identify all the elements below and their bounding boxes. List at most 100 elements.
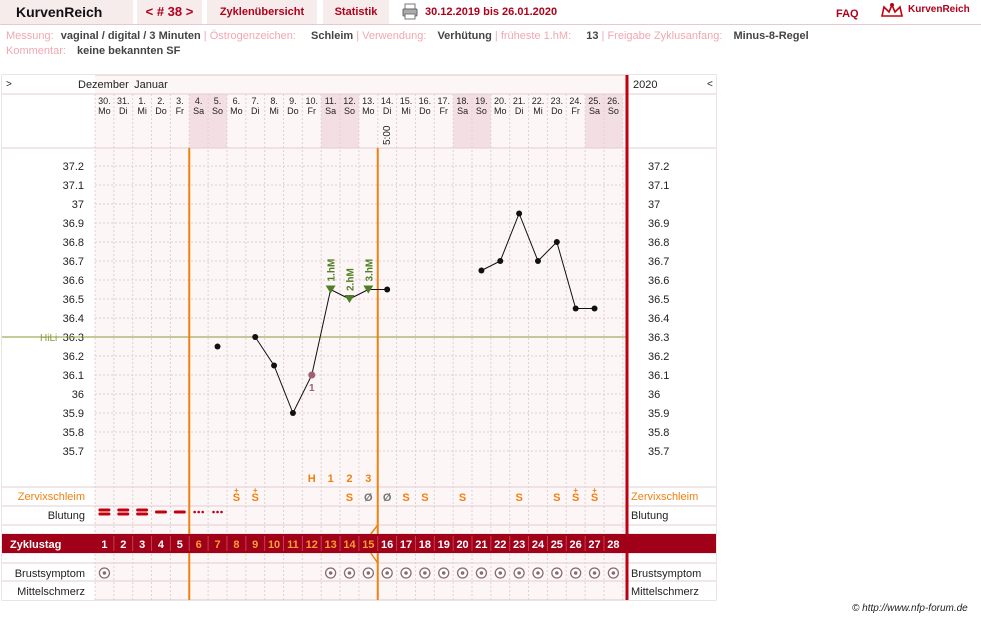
comment-value: keine bekannten SF xyxy=(76,45,181,57)
date-label: 30. xyxy=(98,96,111,106)
y-tick-label-right: 36.3 xyxy=(648,332,669,344)
y-tick-label-right: 36.1 xyxy=(648,370,669,382)
mucus-symbol: S xyxy=(252,492,259,504)
date-label: 8. xyxy=(270,96,278,106)
cycle-day-number: 1 xyxy=(101,539,107,551)
temperature-segment xyxy=(292,374,313,414)
temperature-point xyxy=(384,286,391,293)
temperature-segment xyxy=(481,260,501,271)
date-label: 13. xyxy=(362,96,375,106)
temperature-point xyxy=(534,258,541,264)
breast-symptom-dot xyxy=(404,571,408,575)
breast-symptom-dot xyxy=(611,571,616,575)
date-label: 23. xyxy=(551,96,564,106)
cycle-navigator[interactable]: < # 38 > xyxy=(137,0,202,24)
mucus-peak-label: 2 xyxy=(346,473,352,485)
date-label: 9. xyxy=(289,96,297,106)
mucus-symbol: S xyxy=(421,492,428,504)
y-tick-label-right: 37.2 xyxy=(648,161,669,173)
weekend-shade xyxy=(472,94,491,148)
date-label: 15. xyxy=(400,96,413,106)
cycle-day-label: Zyklustag xyxy=(10,539,61,551)
mucus-symbol: S xyxy=(459,492,466,504)
y-tick-label: 35.7 xyxy=(63,446,84,458)
bleeding-row-label-right: Blutung xyxy=(631,510,668,522)
y-tick-label: 37 xyxy=(72,199,84,211)
crown-icon xyxy=(881,2,903,17)
brand-title[interactable]: KurvenReich xyxy=(0,0,133,24)
weekday-label: Mi xyxy=(137,106,147,116)
temperature-segment xyxy=(556,241,577,309)
weekday-label: So xyxy=(344,106,355,116)
weekend-shade xyxy=(453,94,472,148)
mucus-plus: + xyxy=(234,486,239,495)
breast-symptom-dot xyxy=(555,571,559,575)
tab-cycle-overview[interactable]: Zyklenübersicht xyxy=(207,0,317,24)
breast-symptom-dot xyxy=(573,571,578,575)
cycle-day-number: 10 xyxy=(268,539,280,551)
cycle-day-number: 24 xyxy=(532,539,545,551)
mucus-symbol: S xyxy=(553,492,560,504)
mucus-symbol: Ø xyxy=(364,492,373,504)
printer-icon[interactable] xyxy=(402,3,418,20)
breast-symptom-dot xyxy=(385,571,389,575)
temperature-point xyxy=(252,334,259,340)
weekday-label: Mi xyxy=(401,106,411,116)
bleeding-heavy-mark xyxy=(136,512,149,516)
y-tick-label-right: 37.1 xyxy=(648,180,669,192)
faq-link[interactable]: FAQ xyxy=(836,8,859,20)
high-measurement-marker xyxy=(325,285,336,294)
weekday-label: Di xyxy=(251,106,260,116)
y-tick-label: 36.8 xyxy=(63,237,84,249)
cycle-day-number: 7 xyxy=(214,539,220,551)
usage-label: Verwendung: xyxy=(362,30,427,42)
y-tick-label-right: 36.7 xyxy=(648,256,669,268)
y-tick-label: 36.4 xyxy=(63,313,84,325)
breast-symptom-dot xyxy=(536,571,540,575)
high-measurement-label: 2.hM xyxy=(345,268,356,291)
y-tick-label-right: 37 xyxy=(648,199,660,211)
date-label: 6. xyxy=(233,96,241,106)
date-label: 4. xyxy=(195,96,203,106)
weekday-label: Do xyxy=(551,106,563,116)
mucus-symbol: S xyxy=(515,492,522,504)
cycle-day-number: 12 xyxy=(306,539,318,551)
cycle-day-number: 26 xyxy=(570,539,582,551)
bleeding-light-mark xyxy=(220,510,223,514)
excluded-temp-point xyxy=(308,371,316,379)
date-label: 7. xyxy=(251,96,259,106)
estrogen-value: Schleim xyxy=(311,30,354,42)
weekday-label: Mo xyxy=(494,106,507,116)
y-tick-label: 36.2 xyxy=(63,351,84,363)
weekend-shade xyxy=(340,94,359,148)
temperature-point xyxy=(478,267,485,274)
tab-statistics[interactable]: Statistik xyxy=(323,0,389,24)
temperature-segment xyxy=(273,365,294,414)
mucus-symbol: S xyxy=(233,492,240,504)
weekend-shade xyxy=(208,94,227,148)
cycle-day-number: 11 xyxy=(287,539,299,551)
weekday-label: Mo xyxy=(362,106,375,116)
weekday-label: Sa xyxy=(457,106,468,116)
mucus-plus: + xyxy=(573,486,578,495)
y-tick-label: 36.3 xyxy=(63,332,84,344)
mucus-symbol: Ø xyxy=(383,492,392,504)
breast-symptom-dot xyxy=(366,571,371,575)
cycle-day-number: 3 xyxy=(139,539,145,551)
temperature-point xyxy=(289,410,296,416)
zervix-row-label: Zervixschleim xyxy=(18,491,85,503)
date-label: 21. xyxy=(513,96,526,106)
month-label: Januar xyxy=(134,79,168,91)
cycle-day-number: 5 xyxy=(177,539,183,551)
earliest-hm-label: früheste 1.hM: xyxy=(500,30,572,42)
cycle-day-number: 4 xyxy=(158,539,165,551)
temperature-point xyxy=(516,210,523,217)
cycle-day-number: 14 xyxy=(343,539,356,551)
weekday-label: Mi xyxy=(533,106,543,116)
date-label: 10. xyxy=(306,96,319,106)
cycle-day-number: 25 xyxy=(551,539,563,551)
y-tick-label: 35.9 xyxy=(63,408,84,420)
coverline-label: HiLi xyxy=(40,333,57,344)
breast-symptom-dot xyxy=(347,571,352,575)
excluded-label: 1 xyxy=(309,383,315,394)
